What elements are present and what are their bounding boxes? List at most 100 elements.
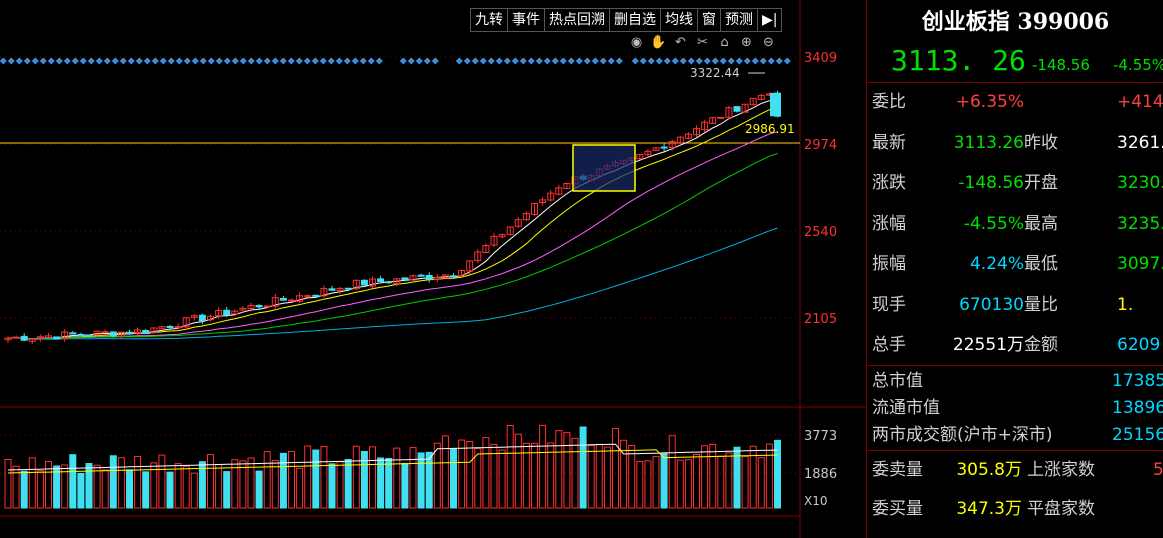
lock-icon[interactable]: ⌂ — [720, 35, 729, 50]
event-marker — [687, 57, 695, 65]
forecast-button[interactable]: 预测 — [720, 8, 757, 32]
event-button[interactable]: 事件 — [507, 8, 544, 32]
volume-bar — [620, 439, 628, 509]
event-marker — [743, 57, 751, 65]
candle-body — [77, 333, 85, 336]
candle-body — [223, 309, 231, 316]
scissors-icon[interactable]: ✂ — [697, 35, 708, 50]
event-marker — [423, 57, 431, 65]
stat-label: 流通市值 — [872, 398, 940, 418]
event-marker — [295, 57, 303, 65]
candle-body — [757, 94, 765, 100]
quote-value: 3230. — [1117, 173, 1163, 193]
volume-bar — [352, 445, 360, 509]
candle-body — [279, 297, 287, 301]
volume-bar — [612, 428, 619, 509]
volume-bar — [247, 457, 255, 509]
volume-bar — [174, 463, 182, 509]
volume-bar — [474, 448, 482, 509]
level-price-annotation: 2986.91 — [745, 122, 795, 136]
volume-bar — [36, 470, 44, 509]
volume-bar — [126, 469, 133, 509]
quote-value: -4.55% — [963, 213, 1024, 234]
volume-bar — [579, 426, 587, 509]
candle-body — [263, 305, 271, 308]
candle-body — [53, 336, 61, 340]
event-marker — [103, 57, 111, 65]
hot-review-button[interactable]: 热点回溯 — [544, 8, 609, 32]
candle-body — [109, 331, 117, 337]
eye-icon[interactable]: ◉ — [630, 35, 643, 50]
volume-bar — [328, 463, 336, 509]
window-button[interactable]: 窗 — [697, 8, 720, 32]
ma20-line — [7, 131, 778, 340]
zoom-out-icon[interactable]: ⊖ — [763, 35, 774, 50]
volume-bar — [636, 460, 644, 509]
volume-axis-label: 1886 — [804, 467, 837, 482]
volume-bar — [207, 454, 214, 509]
volume-bar — [757, 457, 765, 509]
market-stat-row: 两市成交额(沪市+深市) 25156 — [867, 422, 1163, 448]
candle-body — [328, 288, 336, 291]
hand-icon[interactable]: ✋ — [650, 35, 667, 50]
volume-bar — [69, 454, 77, 509]
event-marker — [719, 57, 727, 65]
kline-chart[interactable]: 3409 2974 2540 2105 3773 1886 X10 3322.44 2986.… — [0, 0, 866, 538]
volume-bar — [741, 456, 749, 509]
candle-body — [255, 305, 263, 308]
volume-bar — [53, 465, 61, 509]
zoom-in-icon[interactable]: ⊕ — [741, 35, 752, 50]
volume-bar — [20, 470, 28, 509]
remove-watchlist-button[interactable]: 删自选 — [609, 8, 660, 32]
index-title: 创业板指 399006 — [921, 9, 1110, 35]
event-marker — [735, 57, 743, 65]
candle-body — [360, 279, 368, 286]
undo-icon[interactable]: ↶ — [675, 35, 686, 50]
volume-bar — [733, 446, 741, 509]
volume-bar — [425, 451, 433, 509]
event-marker — [663, 57, 671, 65]
event-marker — [207, 57, 215, 65]
quote-value: 1. — [1117, 294, 1134, 315]
candle-body — [344, 287, 352, 290]
volume-bar — [595, 443, 603, 509]
volume-bar — [644, 460, 652, 509]
chart-canvas[interactable]: 3409 2974 2540 2105 3773 1886 X10 3322.44 2986.… — [0, 0, 866, 538]
price-change-pct: -4.55% — [1113, 56, 1163, 74]
volume-bar — [263, 451, 271, 509]
nine-turn-button[interactable]: 九转 — [470, 8, 507, 32]
volume-bar — [4, 459, 12, 509]
event-marker — [23, 57, 31, 65]
volume-bar — [182, 465, 190, 509]
order-label: 平盘家数 — [1027, 499, 1095, 519]
volume-bar — [765, 443, 773, 509]
volume-bar — [279, 452, 287, 509]
event-marker — [711, 57, 719, 65]
volume-bar — [61, 464, 69, 509]
quote-value: 3097. — [1117, 254, 1163, 274]
candle-body — [409, 275, 417, 281]
collapse-panel-button[interactable]: ▶| — [757, 8, 783, 32]
volume-bar — [223, 471, 231, 509]
stat-value: 25156 — [1112, 425, 1163, 445]
volume-bar — [312, 449, 320, 509]
candle-body — [174, 326, 182, 329]
candle-body — [336, 287, 344, 292]
price-axis-label: 2105 — [804, 312, 837, 327]
volume-bar — [571, 437, 579, 509]
volume-bar — [231, 459, 239, 509]
candle-body — [733, 106, 741, 112]
order-label: 上涨家数 — [1027, 460, 1095, 480]
volume-bar — [450, 448, 457, 509]
volume-bar — [490, 443, 498, 509]
stat-label: 总市值 — [872, 371, 923, 391]
volume-bar — [676, 459, 684, 509]
quote-label: 涨跌 — [872, 173, 906, 193]
quote-panel: 创业板指 399006 3113. 26 -148.56 -4.55% 委比 +6… — [866, 0, 1163, 538]
candlesticks — [4, 90, 781, 344]
event-marker — [247, 57, 255, 65]
event-marker — [191, 57, 199, 65]
volume-bar — [150, 462, 158, 509]
event-marker — [127, 57, 135, 65]
moving-average-button[interactable]: 均线 — [660, 8, 697, 32]
